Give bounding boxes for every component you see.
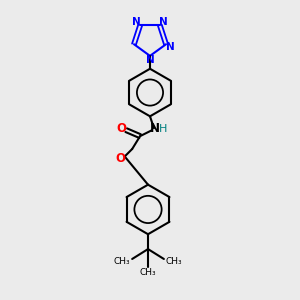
Text: N: N xyxy=(132,17,140,27)
Text: H: H xyxy=(159,124,167,134)
Text: O: O xyxy=(115,152,125,165)
Text: N: N xyxy=(166,42,174,52)
Text: N: N xyxy=(150,122,160,135)
Text: N: N xyxy=(146,55,154,65)
Text: CH₃: CH₃ xyxy=(166,257,182,266)
Text: N: N xyxy=(160,17,168,27)
Text: CH₃: CH₃ xyxy=(114,257,130,266)
Text: O: O xyxy=(116,122,126,135)
Text: CH₃: CH₃ xyxy=(140,268,156,278)
